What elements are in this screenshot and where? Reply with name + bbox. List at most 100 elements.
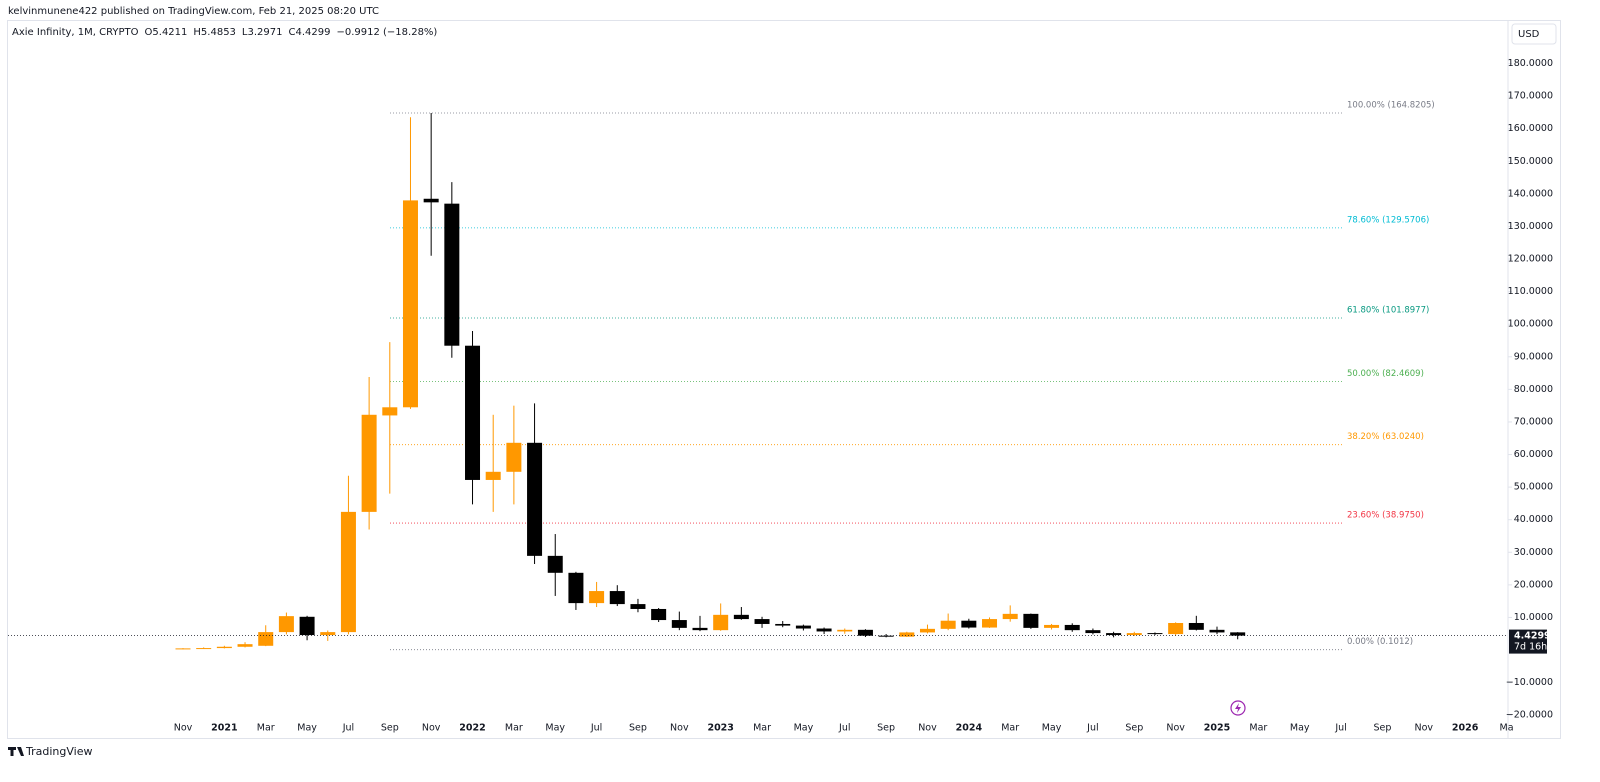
x-tick-label: 2023 [707, 723, 733, 734]
candle-body [692, 627, 708, 631]
y-tick-label: 30.0000 [1514, 547, 1553, 558]
candle-body [423, 198, 439, 203]
event-icon[interactable] [1230, 700, 1246, 716]
y-tick-label: 140.0000 [1508, 188, 1553, 199]
candle-body [175, 648, 191, 650]
brand-name: TradingView [25, 745, 92, 758]
candle-body [506, 442, 522, 472]
last-price-label: 4.4299 [1514, 631, 1551, 642]
candle-body [216, 646, 232, 649]
y-tick-label: 100.0000 [1508, 319, 1553, 330]
x-tick-label: Nov [1166, 723, 1185, 734]
x-tick-label: Mar [257, 723, 275, 734]
x-tick-label: Sep [1125, 723, 1143, 734]
x-tick-label: Mar [1249, 723, 1267, 734]
candle-body [1023, 613, 1039, 628]
x-tick-label: May [1042, 723, 1062, 734]
candle-body [1126, 633, 1142, 636]
y-tick-label: 150.0000 [1508, 156, 1553, 167]
candle-body [775, 623, 791, 626]
candle-body [196, 648, 212, 650]
x-tick-label: Nov [670, 723, 689, 734]
x-tick-label: Mar [1001, 723, 1019, 734]
frame [7, 20, 1561, 739]
candle-body [816, 628, 832, 632]
x-tick-label: May [297, 723, 317, 734]
candle-body [382, 407, 398, 416]
candle-body [1044, 624, 1060, 628]
candle-body [568, 572, 584, 604]
candle-body [1188, 622, 1204, 630]
countdown: 7d 16h [1514, 642, 1547, 653]
y-tick-label: 110.0000 [1508, 286, 1553, 297]
x-tick-label: Mar [505, 723, 523, 734]
candle-body [278, 616, 294, 633]
candle-body [444, 203, 460, 346]
x-tick-label: Mar [753, 723, 771, 734]
candle-body [258, 632, 274, 646]
x-tick-label: Nov [918, 723, 937, 734]
fib-label: 38.20% (63.0240) [1347, 432, 1424, 442]
ohlc-value: L3.2971 [242, 27, 283, 38]
candle-body [754, 619, 770, 624]
fib-label: 78.60% (129.5706) [1347, 215, 1429, 225]
candle-body [671, 620, 687, 628]
candle-body [465, 345, 481, 480]
x-tick-label: Jul [590, 723, 602, 734]
x-tick-label: May [1290, 723, 1310, 734]
x-tick-label: Ma [1500, 723, 1514, 734]
candle-body [1147, 633, 1163, 635]
candle-body [713, 614, 729, 631]
y-tick-label: 90.0000 [1514, 351, 1553, 362]
ohlc-value: H5.4853 [193, 27, 236, 38]
x-tick-label: 2026 [1452, 723, 1479, 734]
y-tick-label: −10.0000 [1506, 677, 1553, 688]
fib-label: 50.00% (82.4609) [1347, 369, 1424, 379]
x-tick-label: Jul [1086, 723, 1098, 734]
candle-body [527, 442, 543, 556]
candle-body [237, 644, 253, 647]
candle-body [899, 632, 915, 637]
x-tick-label: Nov [1415, 723, 1434, 734]
candle-body [361, 414, 377, 512]
fib-label: 23.60% (38.9750) [1347, 511, 1424, 521]
currency-button[interactable] [1511, 23, 1557, 45]
candle-body [402, 200, 418, 408]
candle-body [919, 628, 935, 633]
candle-body [1209, 629, 1225, 633]
ohlc-value: −0.9912 (−18.28%) [336, 27, 437, 38]
x-tick-label: Sep [1373, 723, 1391, 734]
candle-body [485, 471, 501, 480]
candle-body [857, 629, 873, 636]
candle-body [1064, 624, 1080, 631]
candle-body [340, 511, 356, 633]
candle-body [940, 620, 956, 629]
y-tick-label: 130.0000 [1508, 221, 1553, 232]
y-tick-label: 170.0000 [1508, 91, 1553, 102]
candle-body [609, 591, 625, 605]
x-tick-label: May [545, 723, 565, 734]
y-tick-label: 20.0000 [1514, 579, 1553, 590]
y-tick-label: 10.0000 [1514, 612, 1553, 623]
brand-logo [8, 747, 24, 756]
candle-body [589, 591, 605, 604]
x-tick-label: 2022 [459, 723, 485, 734]
published-note: kelvinmunene422 published on TradingView… [8, 6, 379, 17]
last-price-box [1509, 629, 1547, 654]
fib-label: 61.80% (101.8977) [1347, 306, 1429, 316]
candle-body [878, 635, 894, 637]
y-tick-label: 160.0000 [1508, 123, 1553, 134]
y-tick-label: 70.0000 [1514, 416, 1553, 427]
y-tick-label: 60.0000 [1514, 449, 1553, 460]
y-tick-label: 120.0000 [1508, 254, 1553, 265]
candle-body [1002, 613, 1018, 620]
candle-body [795, 625, 811, 629]
x-tick-label: 2025 [1204, 723, 1230, 734]
y-tick-label: 40.0000 [1514, 514, 1553, 525]
x-tick-label: Sep [381, 723, 399, 734]
currency-label[interactable]: USD [1518, 29, 1540, 40]
x-tick-label: 2021 [211, 723, 237, 734]
y-tick-label: 50.0000 [1514, 482, 1553, 493]
candle-body [299, 616, 315, 636]
